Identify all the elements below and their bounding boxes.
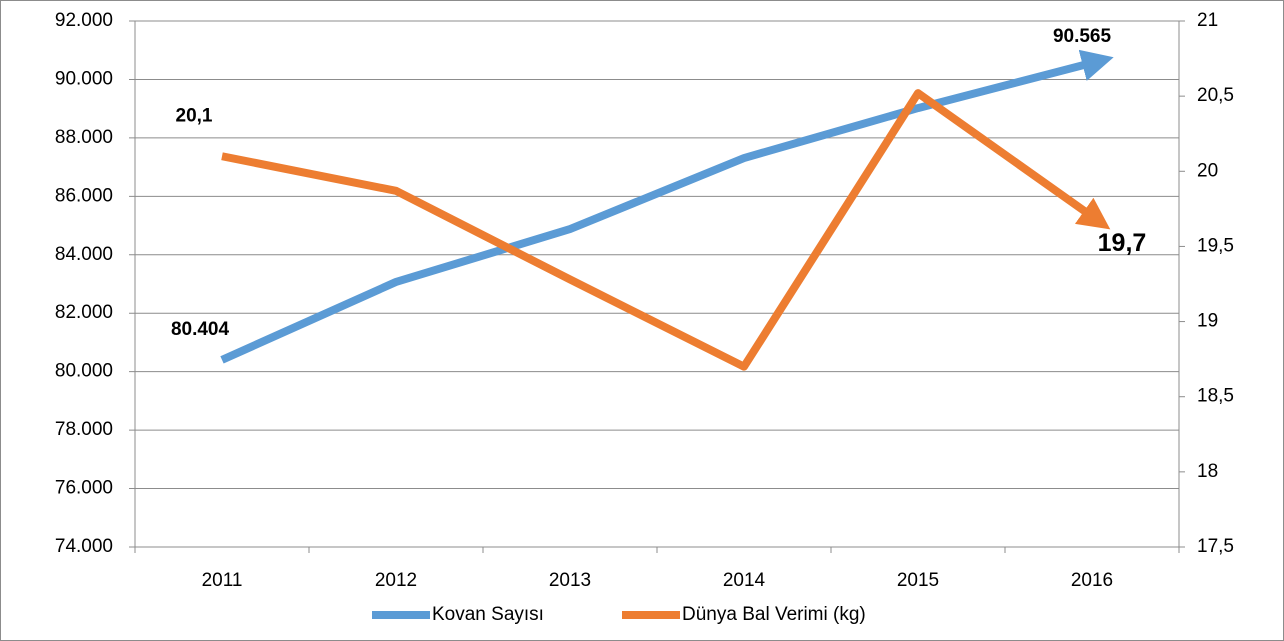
y-tick-label: 88.000: [55, 127, 113, 148]
y2-tick-label: 19: [1197, 311, 1218, 332]
x-tick-label: 2015: [897, 570, 939, 591]
y2-tick-label: 20,5: [1197, 85, 1234, 106]
data-label: 19,7: [1098, 229, 1147, 257]
legend-label: Kovan Sayısı: [432, 604, 544, 625]
y-tick-label: 92.000: [55, 10, 113, 31]
y-tick-label: 90.000: [55, 68, 113, 89]
y2-tick-label: 20: [1197, 160, 1218, 181]
y-tick-label: 86.000: [55, 185, 113, 206]
y-tick-label: 84.000: [55, 244, 113, 265]
data-label: 90.565: [1053, 26, 1112, 47]
y2-tick-label: 18: [1197, 461, 1218, 482]
y-tick-label: 76.000: [55, 478, 113, 499]
y-tick-label: 82.000: [55, 302, 113, 323]
x-tick-label: 2016: [1071, 570, 1113, 591]
y-tick-label: 74.000: [55, 536, 113, 557]
series-line: [220, 49, 1114, 364]
y-tick-label: 80.000: [55, 361, 113, 382]
y2-tick-label: 19,5: [1197, 235, 1234, 256]
x-tick-label: 2013: [549, 570, 591, 591]
data-label: 20,1: [176, 105, 213, 126]
x-tick-label: 2012: [375, 570, 417, 591]
series-line: [221, 89, 1111, 371]
y-tick-label: 78.000: [55, 419, 113, 440]
x-tick-label: 2014: [723, 570, 766, 591]
y2-tick-label: 17,5: [1197, 536, 1234, 557]
x-tick-label: 2011: [202, 570, 243, 591]
y2-tick-label: 18,5: [1197, 386, 1234, 407]
data-label: 80.404: [171, 319, 230, 340]
legend-label: Dünya Bal Verimi (kg): [682, 604, 866, 625]
y2-tick-label: 21: [1197, 10, 1218, 31]
